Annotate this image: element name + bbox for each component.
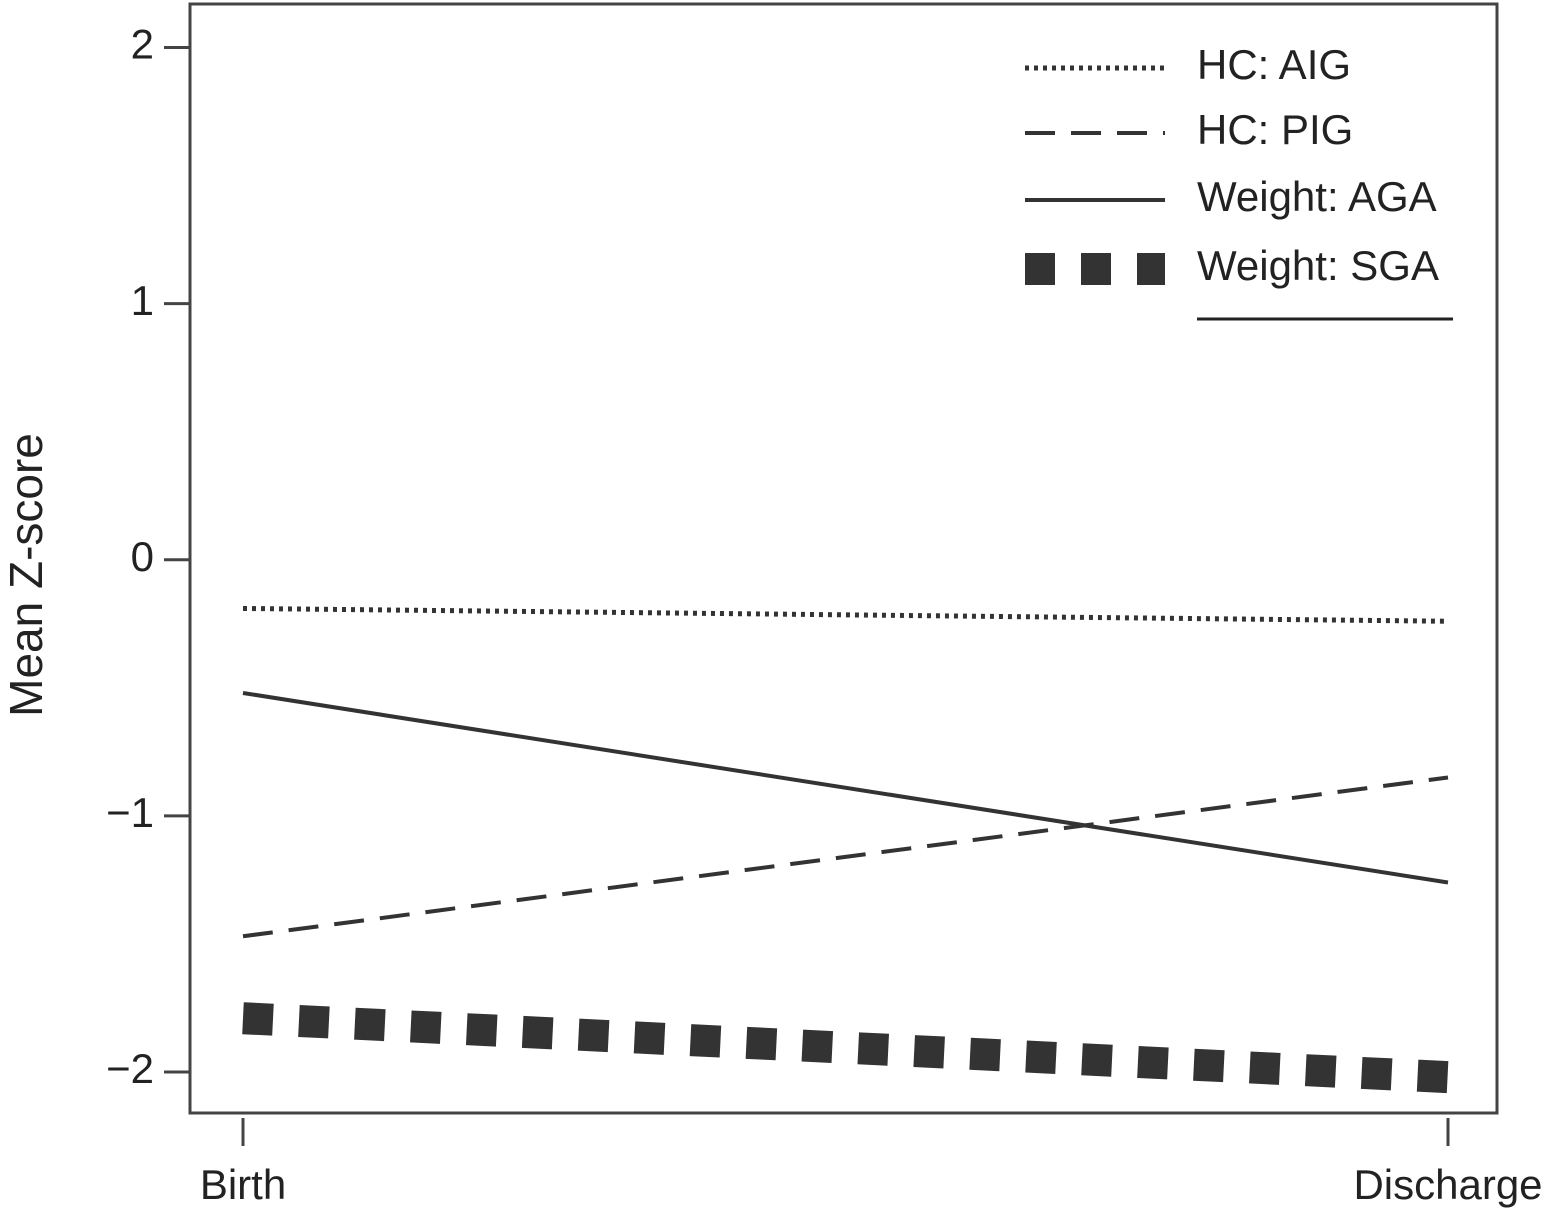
series-line (242, 605, 1449, 624)
legend-label: Weight: SGA (1197, 242, 1439, 289)
legend-label: HC: AIG (1197, 41, 1351, 88)
legend-label: HC: PIG (1197, 106, 1353, 153)
x-tick-label: Birth (200, 1161, 286, 1208)
y-axis-label: Mean Z-score (0, 433, 52, 717)
y-tick-label: −2 (106, 1045, 154, 1092)
x-tick-label: Discharge (1353, 1161, 1542, 1208)
y-tick-label: 2 (131, 21, 154, 68)
legend-label: Weight: AGA (1197, 173, 1437, 220)
series-line (242, 1002, 1449, 1094)
series-line (242, 775, 1449, 939)
plot-frame (188, 2, 1499, 1115)
y-tick-label: 1 (131, 277, 154, 324)
y-tick-label: −1 (106, 789, 154, 836)
series-line (242, 690, 1449, 885)
y-tick-label: 0 (131, 533, 154, 580)
